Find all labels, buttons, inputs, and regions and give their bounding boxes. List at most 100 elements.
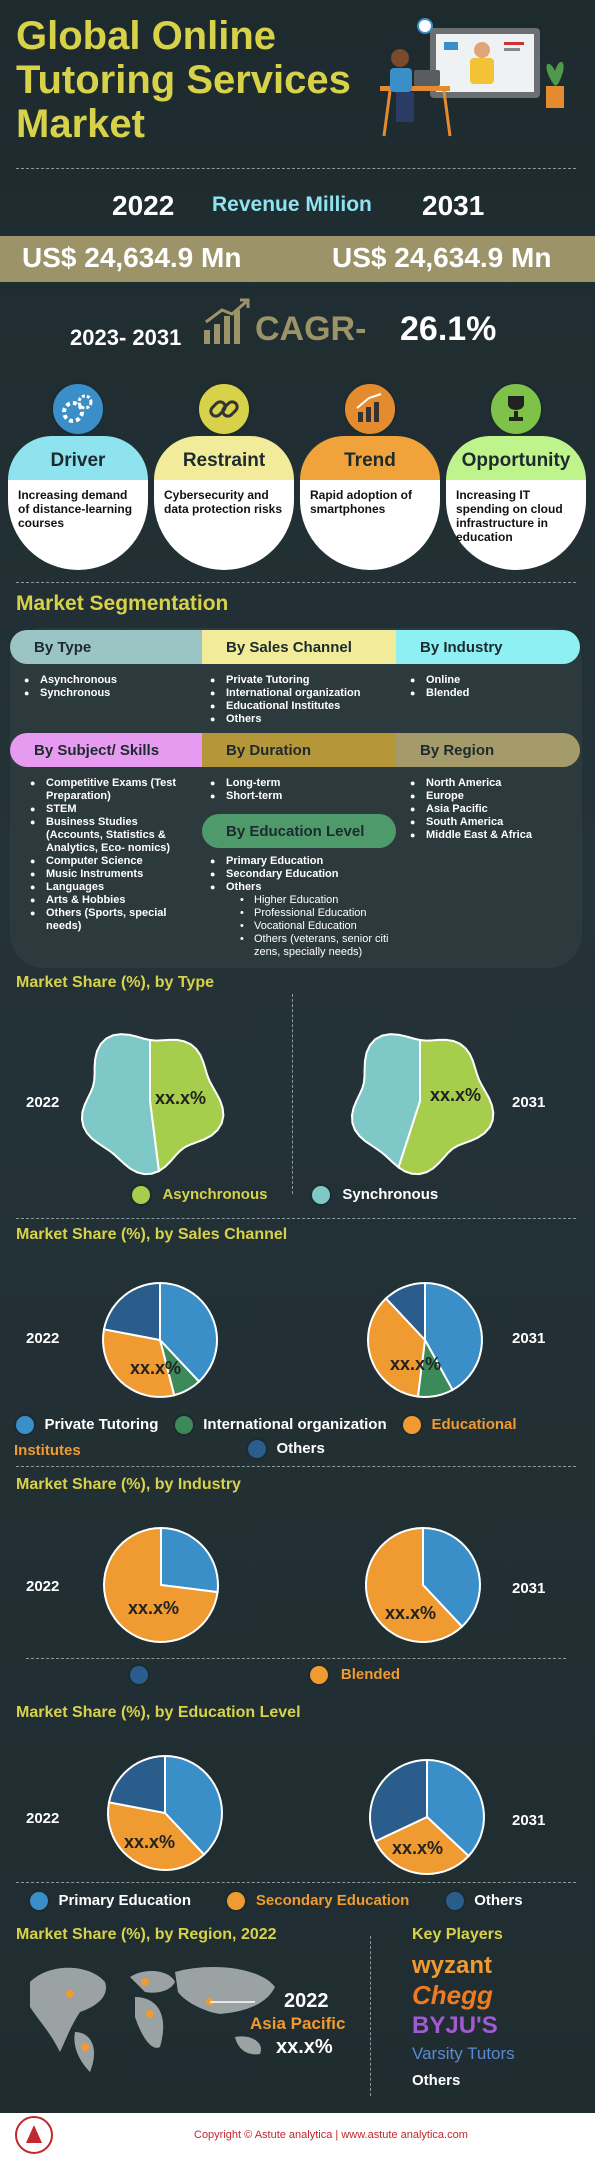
region-title: Market Share (%), by Region, 2022 <box>16 1926 277 1943</box>
pie-slice <box>159 1281 219 1384</box>
title-line-3: Market <box>16 102 145 146</box>
sales-year-2022: 2022 <box>26 1330 60 1347</box>
sales-pie-2031 <box>366 1281 483 1399</box>
sales-year-2031: 2031 <box>512 1330 546 1347</box>
education-hdivider <box>16 1882 576 1883</box>
opportunity-card: Opportunity Increasing IT spending on cl… <box>446 382 586 570</box>
pie-slice <box>149 1038 225 1173</box>
by-sales-channel-item: Private Tutoring <box>210 674 396 687</box>
legend-swatch-others <box>246 1438 268 1460</box>
type-pie-2031-slices <box>350 1033 495 1176</box>
pie-slice <box>384 1281 426 1343</box>
by-subject-item: Computer Science <box>30 855 196 868</box>
industry-pie-2022-slices <box>102 1526 220 1644</box>
by-subject-item: Music Instruments <box>30 868 196 881</box>
by-education-level-list: Primary Education Secondary Education Ot… <box>210 855 394 959</box>
by-duration-item: Short-term <box>210 790 390 803</box>
title-block: Global Online Tutoring Services Market <box>16 14 376 146</box>
revenue-label: Revenue Million <box>212 193 372 216</box>
pie-slice <box>368 1758 428 1843</box>
pie-slice <box>416 1336 454 1399</box>
legend-label-private-tutoring: Private Tutoring <box>44 1416 159 1433</box>
education-data-label-2031: xx.x% <box>392 1838 444 1858</box>
sales-hdivider <box>16 1466 576 1467</box>
by-region-item: Middle East & Africa <box>410 829 570 842</box>
legend-swatch-asynchronous <box>130 1184 152 1206</box>
copyright-text: Copyright © Astute analytica | www.astut… <box>194 2129 468 2141</box>
by-education-level-item: Others Higher Education Professional Edu… <box>210 881 394 959</box>
by-type-item: Synchronous <box>24 687 194 700</box>
industry-pie-2022 <box>102 1526 220 1644</box>
sales-data-label-2022: xx.x% <box>130 1358 182 1378</box>
pie-slice <box>160 1526 220 1594</box>
driver-title: Driver <box>50 450 106 471</box>
by-subject-item: STEM <box>30 803 196 816</box>
pie-slice <box>164 1754 224 1857</box>
by-sales-channel-title: By Sales Channel <box>226 639 352 656</box>
education-legend: Primary Education Secondary Education Ot… <box>28 1890 588 1912</box>
by-sales-channel-item: Others <box>210 713 396 726</box>
sales-pie-2022 <box>101 1281 219 1398</box>
key-players-title: Key Players <box>412 1926 503 1943</box>
type-data-label-2031: xx.x% <box>430 1085 482 1105</box>
industry-pie-2031-slices <box>364 1526 482 1644</box>
by-subject-item: Business Studies (Accounts, Statistics &… <box>30 816 196 855</box>
segmentation-title: Market Segmentation <box>16 592 229 615</box>
by-industry-item: Blended <box>410 687 570 700</box>
by-subject-item: Arts & Hobbies <box>30 894 196 907</box>
trend-head: Trend <box>300 436 440 480</box>
by-industry-title: By Industry <box>420 639 503 656</box>
pie-slice <box>426 1758 485 1858</box>
region-year: 2022 <box>284 1990 329 2012</box>
astute-analytica-logo-icon <box>15 2116 53 2154</box>
region-value: xx.x% <box>276 2036 333 2058</box>
education-year-2022: 2022 <box>26 1810 60 1827</box>
industry-legend: Blended <box>128 1664 400 1686</box>
trend-title: Trend <box>344 450 396 471</box>
varsity-tutors-logo: Varsity Tutors <box>412 2044 515 2063</box>
revenue-band <box>0 236 595 282</box>
title-line-2: Tutoring Services <box>16 58 351 102</box>
by-type-head: By Type <box>10 630 202 664</box>
pie-slice <box>80 1033 160 1176</box>
by-education-level-subitem: Others (veterans, senior citi zens, spec… <box>238 933 394 959</box>
legend-label-blended: Blended <box>340 1666 401 1684</box>
industry-year-2031: 2031 <box>512 1580 546 1597</box>
header-divider <box>16 168 576 169</box>
sales-pie-2022-slices <box>101 1281 219 1398</box>
title-line-1: Global Online <box>16 14 277 58</box>
by-industry-head: By Industry <box>396 630 580 664</box>
cagr-period: 2023- 2031 <box>70 325 182 350</box>
legend-swatch-synchronous <box>309 1184 332 1206</box>
by-education-level-item: Secondary Education <box>210 868 394 881</box>
region-vdivider <box>370 1936 371 2096</box>
sales-legend: Private Tutoring International organizat… <box>14 1412 584 1464</box>
legend-label-secondary-education: Secondary Education <box>255 1892 410 1910</box>
tutor-illustration-icon <box>380 18 564 137</box>
restraint-text: Cybersecurity and data protection risks <box>154 480 294 570</box>
sales-chart-title: Market Share (%), by Sales Channel <box>16 1226 288 1243</box>
legend-swatch-educational-institutes <box>401 1413 424 1436</box>
type-pie-2022-slices <box>80 1033 225 1176</box>
growth-bars-icon <box>204 298 250 344</box>
legend-swatch-others <box>443 1890 466 1912</box>
pie-slice <box>424 1281 483 1392</box>
legend-label-others: Others <box>474 1892 523 1910</box>
by-education-level-item-label: Others <box>226 881 262 893</box>
type-hdivider <box>16 1218 576 1219</box>
by-region-item: Europe <box>410 790 570 803</box>
by-region-item: North America <box>410 777 570 790</box>
by-education-level-subitem: Professional Education <box>238 907 394 920</box>
type-pie-2022 <box>80 1033 225 1176</box>
driver-text: Increasing demand of distance-learning c… <box>8 480 148 570</box>
by-sales-channel-list: Private Tutoring International organizat… <box>210 674 396 726</box>
legend-swatch-private-tutoring <box>14 1413 36 1436</box>
pie-slice <box>364 1526 464 1644</box>
industry-data-label-2022: xx.x% <box>128 1598 180 1618</box>
opportunity-text: Increasing IT spending on cloud infrastr… <box>446 480 586 570</box>
by-subject-title: By Subject/ Skills <box>34 742 160 759</box>
trend-text: Rapid adoption of smartphones <box>300 480 440 570</box>
education-year-2031: 2031 <box>512 1812 546 1829</box>
dynamics-row: Driver Increasing demand of distance-lea… <box>8 382 588 572</box>
byjus-logo: BYJU'S <box>412 2012 498 2039</box>
